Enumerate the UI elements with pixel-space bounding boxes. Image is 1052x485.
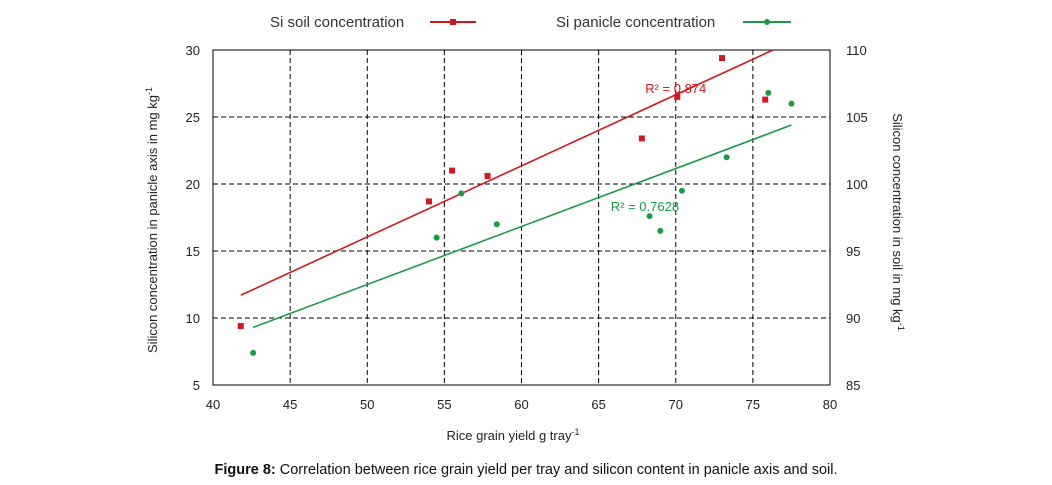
y-left-tick-label: 30: [186, 43, 200, 58]
x-tick-label: 70: [669, 397, 683, 412]
data-point-soil: [638, 135, 645, 142]
y-right-tick-label: 110: [846, 43, 867, 58]
x-tick-label: 65: [591, 397, 605, 412]
data-point-soil: [719, 55, 726, 62]
x-tick-label: 40: [206, 397, 220, 412]
y-left-tick-label: 15: [186, 244, 200, 259]
data-point-panicle: [646, 213, 653, 220]
caption-text: Correlation between rice grain yield per…: [275, 462, 838, 478]
y-left-tick-label: 25: [186, 110, 200, 125]
trendline-panicle: [252, 124, 792, 329]
r2-label-panicle: R² = 0.7628: [611, 199, 679, 214]
y-right-axis-title: Silicon concentration in soil in mg kg-1: [890, 113, 906, 331]
y-right-tick-label: 90: [846, 311, 860, 326]
trendline-soil: [240, 49, 774, 296]
data-point-panicle: [723, 154, 730, 161]
caption-label: Figure 8:: [214, 462, 276, 478]
plot-area-border: [212, 49, 831, 386]
y-right-tick-label: 85: [846, 378, 860, 393]
data-point-soil: [484, 172, 491, 179]
x-tick-label: 50: [360, 397, 374, 412]
data-point-panicle: [458, 190, 465, 197]
data-point-soil: [237, 323, 244, 330]
legend-marker-panicle: [764, 19, 770, 25]
y-left-axis-title: Silicon concentration in panicle axis in…: [144, 87, 160, 353]
y-left-tick-label: 10: [186, 311, 200, 326]
y-right-tick-label: 100: [846, 177, 868, 192]
data-point-panicle: [678, 187, 685, 194]
data-point-soil: [425, 198, 432, 205]
x-tick-label: 75: [746, 397, 760, 412]
x-axis-title: Rice grain yield g tray-1: [446, 427, 579, 443]
data-point-soil: [762, 96, 769, 103]
r2-labels: R² = 0.874 R² = 0.7628: [611, 81, 707, 214]
legend-label-soil: Si soil concentration: [270, 14, 404, 31]
y-left-tick-label: 20: [186, 177, 200, 192]
y-left-tick-label: 5: [193, 378, 200, 393]
legend: Si soil concentration Si panicle concent…: [270, 14, 791, 31]
y-right-tick-label: 95: [846, 244, 860, 259]
data-point-panicle: [657, 227, 664, 234]
legend-label-panicle: Si panicle concentration: [556, 14, 715, 31]
grid: [213, 49, 830, 385]
data-point-panicle: [765, 89, 772, 96]
data-points: [237, 55, 795, 356]
data-point-panicle: [788, 100, 795, 107]
y-right-tick-label: 105: [846, 110, 868, 125]
r2-label-soil: R² = 0.874: [645, 81, 706, 96]
y-right-axis-ticks: 85 90 95 100 105 110: [846, 43, 868, 393]
x-tick-label: 45: [283, 397, 297, 412]
x-tick-label: 55: [437, 397, 451, 412]
data-point-panicle: [433, 234, 440, 241]
data-point-panicle: [493, 221, 500, 228]
figure-caption: Figure 8: Correlation between rice grain…: [0, 462, 1052, 478]
trendlines: [240, 49, 792, 329]
x-tick-label: 80: [823, 397, 837, 412]
data-point-soil: [674, 93, 681, 100]
x-axis-ticks: 40 45 50 55 60 65 70 75 80: [206, 397, 837, 412]
y-left-axis-ticks: 5 10 15 20 25 30: [186, 43, 200, 393]
data-point-panicle: [250, 349, 257, 356]
chart: 40 45 50 55 60 65 70 75 80 5 10 15 20 25 30 85 90 95 100…: [144, 14, 906, 443]
x-tick-label: 60: [514, 397, 528, 412]
data-point-soil: [449, 167, 456, 174]
legend-marker-soil: [450, 19, 456, 25]
